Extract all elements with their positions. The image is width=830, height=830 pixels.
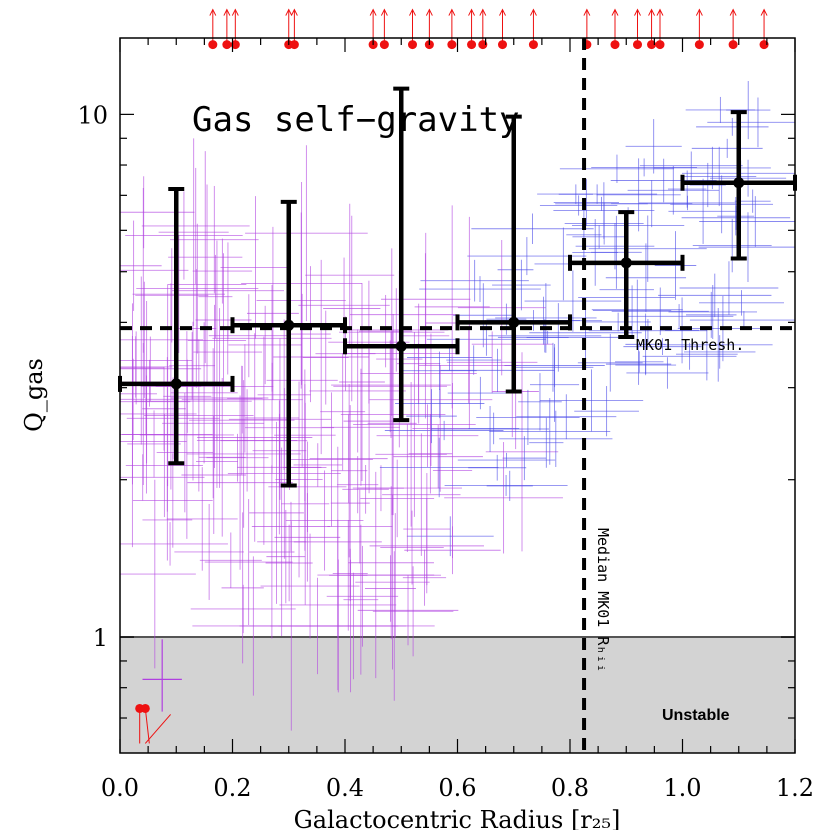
bin-median-point: [395, 340, 407, 352]
lower-limit-arrowhead: [729, 8, 737, 16]
lower-limit-arrowhead: [223, 8, 231, 16]
lower-limit-point: [528, 40, 538, 50]
y-tick-label: 10: [77, 101, 108, 129]
x-tick-label: 0.2: [213, 774, 251, 802]
lower-limit-point: [498, 40, 507, 50]
upper-limit-point: [140, 703, 150, 713]
unstable-region: [120, 637, 795, 753]
lower-limit-point: [728, 40, 738, 50]
lower-limit-arrowhead: [583, 8, 591, 16]
lower-limit-arrowhead: [634, 8, 641, 16]
lower-limit-arrowhead: [380, 8, 388, 16]
lower-limit-point: [379, 40, 389, 50]
x-tick-label: 0.6: [438, 774, 476, 802]
lower-limit-point: [289, 40, 299, 50]
lower-limit-point: [208, 40, 218, 50]
lower-limit-arrowhead: [209, 8, 217, 16]
lower-limit-arrowhead: [760, 8, 768, 16]
lower-limit-arrowhead: [290, 8, 298, 16]
x-axis-label: Galactocentric Radius [r₂₅]: [294, 806, 621, 830]
axis-ticks: [119, 38, 796, 753]
unstable-label: Unstable: [662, 707, 730, 724]
bin-median-point: [620, 257, 632, 269]
lower-limit-arrowhead: [695, 8, 703, 16]
lower-limit-point: [408, 40, 417, 50]
lower-limit-point: [633, 40, 642, 50]
lower-limit-arrowhead: [499, 8, 506, 16]
x-tick-label: 1.2: [776, 774, 814, 802]
lower-limit-arrowhead: [529, 8, 537, 16]
lower-limit-arrowhead: [231, 8, 239, 16]
lower-limit-arrowhead: [648, 8, 656, 16]
lower-limit-point: [467, 40, 477, 50]
lower-limit-arrowhead: [425, 8, 433, 16]
x-tick-label: 0.8: [551, 774, 589, 802]
lower-limit-point: [694, 40, 704, 50]
lower-limit-arrowhead: [369, 8, 377, 16]
upper-limit-arrow: [144, 714, 172, 744]
lower-limit-point: [447, 40, 457, 50]
bin-median-point: [170, 378, 182, 390]
lower-limit-arrowhead: [479, 8, 487, 16]
lower-limit-point: [222, 40, 232, 50]
bin-median-point: [283, 319, 295, 331]
lower-limit-point: [655, 40, 665, 50]
x-tick-label: 1.0: [663, 774, 701, 802]
lower-limit-arrowhead: [409, 8, 416, 16]
lower-limit-arrowhead: [448, 8, 456, 16]
threshold-label: MK01 Thresh.: [636, 336, 744, 354]
individual-measurements: [120, 81, 795, 731]
bin-median-point: [508, 316, 520, 328]
lower-limit-point: [610, 40, 620, 50]
y-axis-label: Q_gas: [20, 358, 48, 432]
lower-limit-arrowhead: [611, 8, 619, 16]
x-tick-label: 0.4: [326, 774, 364, 802]
x-tick-label: 0.0: [101, 774, 139, 802]
annotation-gas-self-gravity: Gas self−gravity: [192, 100, 520, 140]
upper-limit-arrow: [144, 708, 150, 744]
bin-median-point: [733, 177, 745, 189]
y-tick-label: 1: [93, 624, 108, 652]
lower-limit-arrowhead: [285, 8, 293, 16]
tick-labels: 0.0 0.2 0.4 0.6 0.8 1.0 1.2 1 10: [77, 101, 814, 802]
median-radius-label: Median MK01 Rₕᵢᵢ: [594, 528, 612, 673]
binned-medians: [118, 86, 797, 488]
lower-limit-arrowhead: [656, 8, 664, 16]
lower-limit-arrowhead: [468, 8, 476, 16]
